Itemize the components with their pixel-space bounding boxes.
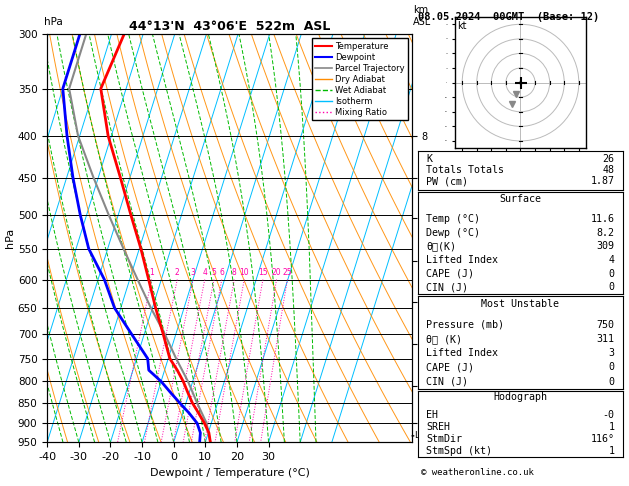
Text: StmDir: StmDir <box>426 434 462 444</box>
Text: 3: 3 <box>191 268 196 278</box>
Text: 8: 8 <box>232 268 237 278</box>
Text: SREH: SREH <box>426 422 450 432</box>
Text: LCL: LCL <box>415 432 431 440</box>
Text: 0: 0 <box>608 363 615 372</box>
Text: 2: 2 <box>175 268 180 278</box>
Text: kt: kt <box>457 21 467 31</box>
Text: Lifted Index: Lifted Index <box>426 255 498 265</box>
Text: 3: 3 <box>608 348 615 358</box>
Text: 4: 4 <box>608 255 615 265</box>
Text: 4: 4 <box>203 268 207 278</box>
Text: 20: 20 <box>272 268 281 278</box>
Text: 1: 1 <box>149 268 154 278</box>
Text: PW (cm): PW (cm) <box>426 176 469 186</box>
Text: -0: -0 <box>603 410 615 420</box>
Text: 15: 15 <box>258 268 268 278</box>
Text: θᴄ (K): θᴄ (K) <box>426 334 462 344</box>
Text: 1.87: 1.87 <box>591 176 615 186</box>
Text: 750: 750 <box>596 320 615 330</box>
Text: 311: 311 <box>596 334 615 344</box>
Text: CIN (J): CIN (J) <box>426 282 469 292</box>
Text: 5: 5 <box>211 268 216 278</box>
Text: CAPE (J): CAPE (J) <box>426 363 474 372</box>
Text: 0: 0 <box>608 269 615 278</box>
Text: θᴄ(K): θᴄ(K) <box>426 242 457 251</box>
Text: 11.6: 11.6 <box>591 214 615 224</box>
Text: 6: 6 <box>220 268 224 278</box>
Text: Dewp (°C): Dewp (°C) <box>426 228 481 238</box>
Text: 1: 1 <box>608 446 615 456</box>
Text: StmSpd (kt): StmSpd (kt) <box>426 446 493 456</box>
Text: CIN (J): CIN (J) <box>426 377 469 387</box>
Text: 48: 48 <box>603 165 615 175</box>
Text: Surface: Surface <box>499 194 542 204</box>
Text: 25: 25 <box>282 268 292 278</box>
Text: 1: 1 <box>608 422 615 432</box>
Text: © weatheronline.co.uk: © weatheronline.co.uk <box>421 468 534 477</box>
Text: 0: 0 <box>608 282 615 292</box>
Text: Totals Totals: Totals Totals <box>426 165 504 175</box>
Text: 309: 309 <box>596 242 615 251</box>
Y-axis label: Mixing Ratio (g/kg): Mixing Ratio (g/kg) <box>457 192 467 284</box>
Text: Temp (°C): Temp (°C) <box>426 214 481 224</box>
Text: 8.2: 8.2 <box>596 228 615 238</box>
Text: 116°: 116° <box>591 434 615 444</box>
Text: EH: EH <box>426 410 438 420</box>
Text: hPa: hPa <box>44 17 63 27</box>
Text: km
ASL: km ASL <box>413 5 431 27</box>
Text: Most Unstable: Most Unstable <box>481 298 560 309</box>
Text: Pressure (mb): Pressure (mb) <box>426 320 504 330</box>
Text: Lifted Index: Lifted Index <box>426 348 498 358</box>
Text: CAPE (J): CAPE (J) <box>426 269 474 278</box>
Text: K: K <box>426 154 433 164</box>
Text: Hodograph: Hodograph <box>494 392 547 402</box>
Text: 10: 10 <box>240 268 249 278</box>
Text: 08.05.2024  00GMT  (Base: 12): 08.05.2024 00GMT (Base: 12) <box>418 12 599 22</box>
X-axis label: Dewpoint / Temperature (°C): Dewpoint / Temperature (°C) <box>150 468 309 478</box>
Text: 0: 0 <box>608 377 615 387</box>
Title: 44°13'N  43°06'E  522m  ASL: 44°13'N 43°06'E 522m ASL <box>129 20 330 33</box>
Legend: Temperature, Dewpoint, Parcel Trajectory, Dry Adiabat, Wet Adiabat, Isotherm, Mi: Temperature, Dewpoint, Parcel Trajectory… <box>311 38 408 121</box>
Text: 26: 26 <box>603 154 615 164</box>
Y-axis label: hPa: hPa <box>5 228 15 248</box>
